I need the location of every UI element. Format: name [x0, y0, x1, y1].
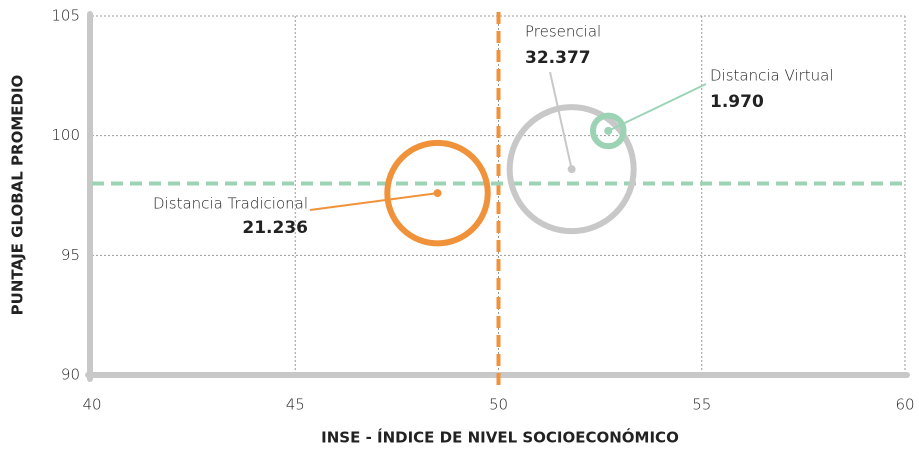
x-tick-label: 60 [895, 396, 914, 414]
x-tick-label: 45 [286, 396, 305, 414]
x-tick-label: 55 [692, 396, 711, 414]
y-tick-label: 105 [51, 7, 80, 25]
y-axis-title: PUNTAJE GLOBAL PROMEDIO [9, 75, 27, 316]
y-tick-label: 100 [51, 126, 80, 144]
bubble [589, 112, 627, 150]
x-axis-title: INSE - ÍNDICE DE NIVEL SOCIOECONÓMICO [321, 428, 679, 447]
series-name: Presencial [525, 23, 601, 41]
series-name: Distancia Tradicional [153, 195, 308, 213]
x-tick-label: 50 [489, 396, 508, 414]
center-dot [433, 189, 442, 198]
center-dot [567, 165, 576, 174]
leader-line [309, 192, 438, 211]
leader-line [549, 71, 573, 170]
size-label: 21.236 [242, 218, 308, 238]
size-label: 1.970 [710, 92, 764, 112]
y-tick-label: 95 [61, 246, 80, 264]
series-name: Distancia Virtual [710, 67, 834, 85]
bubble [384, 139, 491, 247]
y-tick-label: 90 [61, 366, 80, 384]
leader-line [607, 83, 707, 132]
bubble [506, 104, 637, 235]
center-dot [604, 126, 613, 135]
size-label: 32.377 [525, 48, 591, 68]
x-tick-label: 40 [82, 396, 101, 414]
